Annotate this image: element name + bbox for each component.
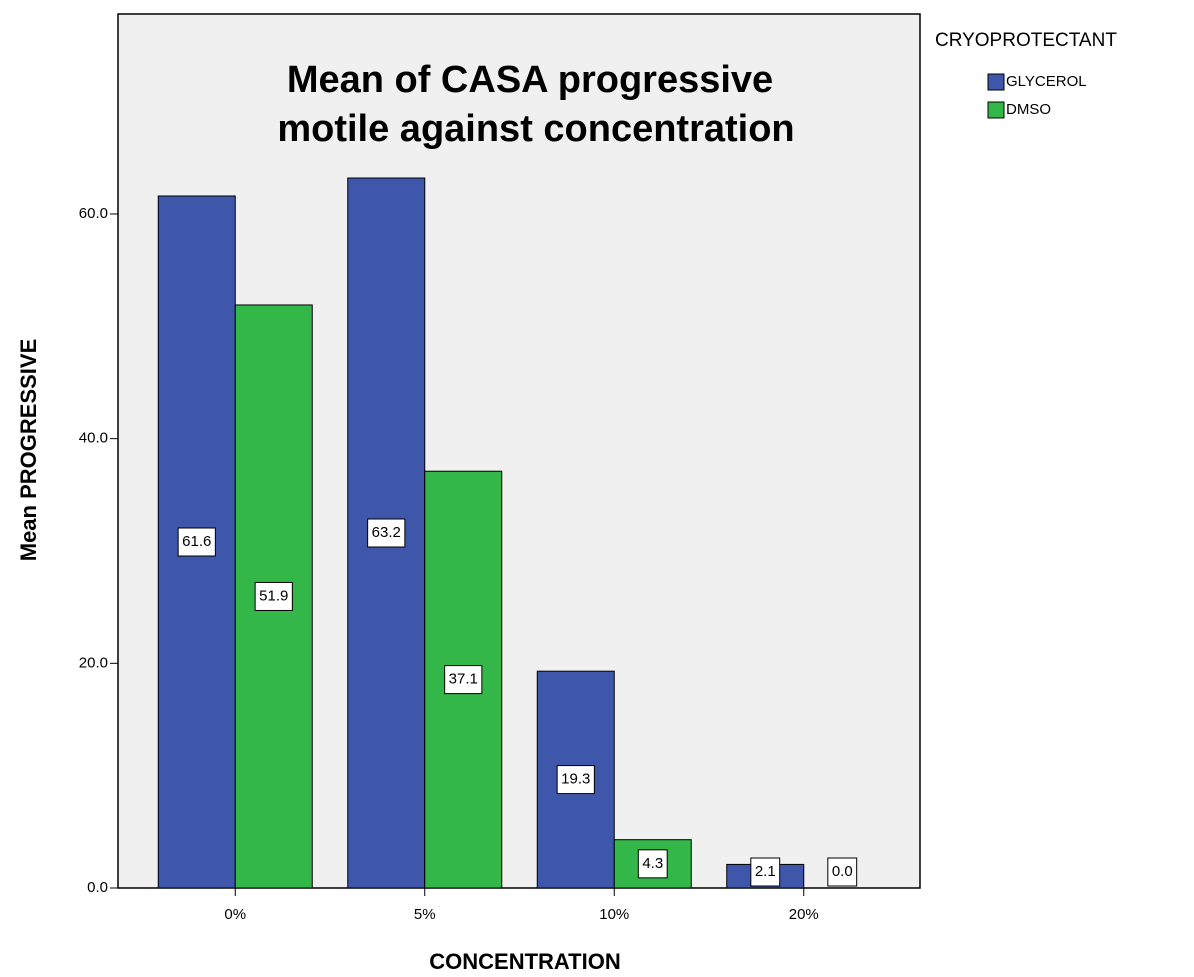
x-tick-label: 5% xyxy=(414,906,436,923)
value-label: 4.3 xyxy=(642,855,663,872)
y-tick-label: 20.0 xyxy=(79,654,108,671)
value-label: 37.1 xyxy=(449,671,478,688)
value-label-box xyxy=(637,849,668,879)
value-label: 51.9 xyxy=(259,587,288,604)
value-label-box xyxy=(444,665,483,695)
legend-title: CRYOPROTECTANT xyxy=(935,30,1117,51)
value-label-box xyxy=(177,527,216,557)
value-label: 61.6 xyxy=(182,533,211,550)
value-label: 0.0 xyxy=(832,863,853,880)
chart-title: motile against concentration xyxy=(277,108,794,150)
value-label-box xyxy=(827,857,858,887)
x-tick-label: 20% xyxy=(789,906,819,923)
legend-swatch xyxy=(987,101,1005,119)
x-tick-label: 0% xyxy=(224,906,246,923)
y-axis-label: Mean PROGRESSIVE xyxy=(16,339,41,562)
value-label-box xyxy=(254,581,293,611)
value-label: 63.2 xyxy=(372,524,401,541)
legend-swatch xyxy=(987,73,1005,91)
y-tick-label: 60.0 xyxy=(79,205,108,222)
y-tick-label: 40.0 xyxy=(79,430,108,447)
legend-label: DMSO xyxy=(1006,101,1051,118)
y-tick-label: 0.0 xyxy=(87,879,108,896)
x-tick-label: 10% xyxy=(599,906,629,923)
value-label: 2.1 xyxy=(755,863,776,880)
value-label-box xyxy=(367,518,406,548)
chart-title: Mean of CASA progressive xyxy=(287,59,773,101)
value-label: 19.3 xyxy=(561,771,590,788)
value-label-box xyxy=(750,857,781,887)
legend-label: GLYCEROL xyxy=(1006,73,1087,90)
value-label-box xyxy=(556,765,595,795)
x-axis-label: CONCENTRATION xyxy=(429,949,620,974)
